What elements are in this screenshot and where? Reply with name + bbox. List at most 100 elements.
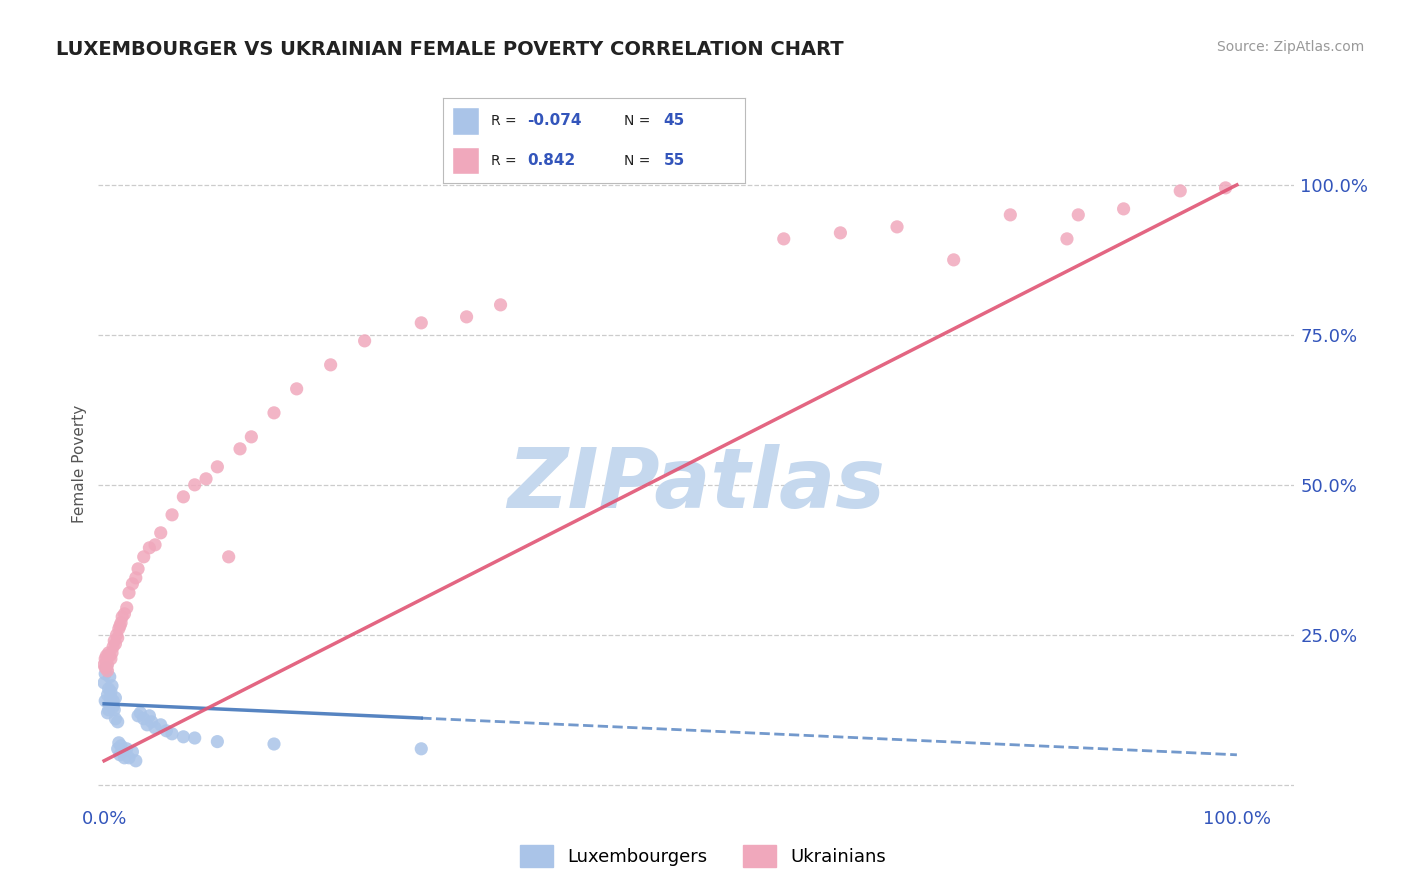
Point [772,232,794,246]
Point [111,610,134,624]
Point [101,646,124,660]
Text: N =: N = [624,114,655,128]
Point [138,708,160,723]
Point [101,640,124,654]
Point [1056,232,1078,246]
Point [98,648,121,663]
Point [121,577,143,591]
Point [118,751,141,765]
Point [104,712,127,726]
Point [240,430,263,444]
Point [172,730,194,744]
Text: ZIPatlas: ZIPatlas [508,443,884,524]
Point [489,298,512,312]
Point [127,708,149,723]
Point [263,406,285,420]
Text: R =: R = [491,153,522,168]
Point [93,675,115,690]
Point [97,681,120,696]
Point [111,745,134,759]
Point [830,226,852,240]
Point [183,478,205,492]
Point [353,334,375,348]
Point [132,712,155,726]
Point [100,652,122,666]
Point [886,219,908,234]
Point [108,622,131,636]
Point [100,690,122,705]
Point [1168,184,1191,198]
Text: N =: N = [624,153,655,168]
Point [98,670,121,684]
Point [98,697,121,711]
FancyBboxPatch shape [451,107,479,135]
Point [285,382,308,396]
Point [456,310,478,324]
Point [104,690,127,705]
Point [100,685,122,699]
Point [97,703,120,717]
Point [93,657,115,672]
Point [96,657,118,672]
Point [143,721,166,735]
Point [107,741,129,756]
Point [97,646,120,660]
Text: Source: ZipAtlas.com: Source: ZipAtlas.com [1216,40,1364,54]
Point [1112,202,1135,216]
Point [115,600,138,615]
Point [96,648,118,663]
Point [160,508,183,522]
Point [101,699,124,714]
Point [172,490,194,504]
Text: 45: 45 [664,113,685,128]
Point [263,737,285,751]
Text: 55: 55 [664,153,685,169]
Point [149,718,172,732]
Point [121,745,143,759]
Legend: Luxembourgers, Ukrainians: Luxembourgers, Ukrainians [513,838,893,874]
Point [96,655,118,669]
Point [110,739,132,753]
Point [107,714,129,729]
Text: -0.074: -0.074 [527,113,582,128]
Point [94,666,117,681]
Point [101,694,124,708]
Point [108,747,131,762]
Point [149,525,172,540]
Point [1215,181,1237,195]
Point [103,703,125,717]
Point [229,442,252,456]
Point [155,723,177,738]
FancyBboxPatch shape [451,147,479,175]
Point [118,586,141,600]
Point [104,637,127,651]
Point [319,358,342,372]
Point [101,679,124,693]
Point [96,706,118,720]
Point [160,727,183,741]
Point [207,734,229,748]
Point [195,472,218,486]
Point [107,631,129,645]
Point [103,633,125,648]
Point [108,736,131,750]
Point [127,562,149,576]
Point [207,459,229,474]
Y-axis label: Female Poverty: Female Poverty [72,405,87,523]
Point [96,664,118,678]
Point [114,607,136,621]
Point [411,741,433,756]
Point [1067,208,1090,222]
Point [114,751,136,765]
Point [942,252,965,267]
Point [94,661,117,675]
Point [141,714,163,729]
Point [96,661,118,675]
Point [105,628,128,642]
Point [218,549,240,564]
Point [110,615,132,630]
Point [115,741,138,756]
Point [411,316,433,330]
Point [183,731,205,745]
Point [138,541,160,555]
